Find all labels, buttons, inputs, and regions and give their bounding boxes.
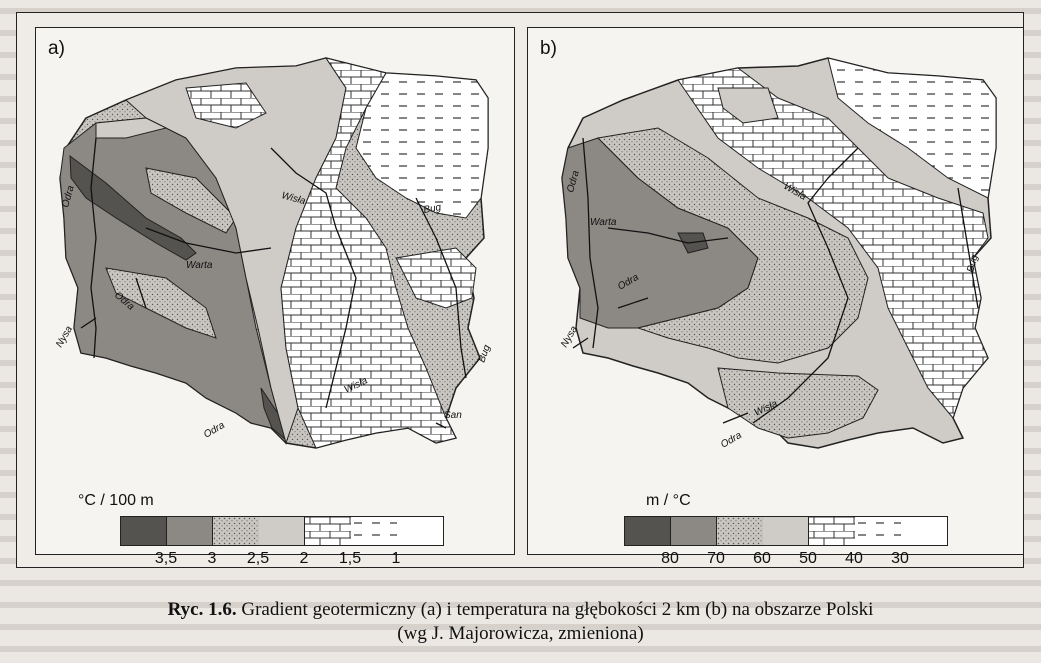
map-a-river-label: Bug bbox=[476, 343, 493, 364]
map-a-river-label: Bug bbox=[423, 202, 443, 216]
panel-b-label: b) bbox=[540, 38, 557, 59]
legend-b-title: m / °C bbox=[646, 492, 691, 509]
legend-b-cell-dark bbox=[625, 517, 671, 545]
panel-a-label: a) bbox=[48, 38, 65, 59]
map-a-river-label: Warta bbox=[186, 260, 213, 271]
map-b-river-label: Bug bbox=[965, 253, 980, 273]
map-b-zone-30 bbox=[827, 57, 997, 199]
legend-b-tick: 60 bbox=[753, 550, 771, 567]
caption-number: Ryc. 1.6. bbox=[167, 599, 237, 620]
map-a-zone-1 bbox=[355, 72, 489, 219]
map-b-zone-60 bbox=[596, 127, 869, 364]
legend-a: °C / 100 m 3,5 3 2,5 2 1,5 1 bbox=[76, 488, 496, 567]
legend-b-cell-dashes bbox=[855, 517, 901, 545]
legend-b-cell-white bbox=[901, 517, 947, 545]
legend-b-tick: 40 bbox=[845, 550, 863, 567]
legend-b-cell-stippled bbox=[717, 517, 763, 545]
legend-b-tick: 30 bbox=[891, 550, 909, 567]
panel-b: Odra Warta Wisła Bug Odra Nysa Wisła Odr… bbox=[527, 27, 1024, 567]
legend-a-tick: 1 bbox=[391, 550, 401, 567]
map-a-zone-3-5 bbox=[69, 154, 197, 261]
map-a: Odra Warta Wisła Bug Nysa Odra Odra Wisł… bbox=[54, 57, 493, 449]
map-b: Odra Warta Wisła Bug Odra Nysa Wisła Odr… bbox=[559, 57, 997, 451]
legend-a-tick: 2 bbox=[299, 550, 309, 567]
map-b-zone-40 bbox=[677, 67, 989, 420]
legend-a-cell-stippled bbox=[213, 517, 259, 545]
legend-a-bar bbox=[120, 516, 444, 546]
legend-a-tick: 1,5 bbox=[338, 550, 362, 567]
caption-line-2: (wg J. Majorowicza, zmieniona) bbox=[397, 623, 644, 644]
legend-a-tick: 3 bbox=[207, 550, 217, 567]
legend-b-cell-brick bbox=[809, 517, 855, 545]
figure-frame: Odra Warta Wisła Bug Nysa Odra Odra Wisł… bbox=[16, 12, 1024, 568]
legend-a-cell-brick bbox=[305, 517, 351, 545]
legend-b-cell-light bbox=[763, 517, 809, 545]
legend-a-tick: 3,5 bbox=[154, 550, 178, 567]
legend-a-cell-dashes bbox=[351, 517, 397, 545]
map-a-river-label: Odra bbox=[202, 420, 227, 441]
legend-a-cell-white bbox=[397, 517, 443, 545]
legend-a-title: °C / 100 m bbox=[78, 492, 154, 509]
legend-b-tick: 80 bbox=[661, 550, 679, 567]
legend-a-tick: 2,5 bbox=[246, 550, 270, 567]
map-a-river-label: Nysa bbox=[54, 324, 75, 350]
legend-b-bar bbox=[624, 516, 948, 546]
figure-caption: Ryc. 1.6. Gradient geotermiczny (a) i te… bbox=[0, 598, 1041, 646]
map-a-rivers bbox=[80, 137, 467, 429]
map-b-river-label: Warta bbox=[590, 217, 617, 228]
map-b-rivers bbox=[572, 137, 979, 424]
legend-a-cell-dark bbox=[121, 517, 167, 545]
legend-b-cell-medium bbox=[671, 517, 717, 545]
legend-b: m / °C 80 70 60 50 40 30 bbox=[578, 488, 998, 567]
legend-a-cell-light bbox=[259, 517, 305, 545]
legend-b-tick: 70 bbox=[707, 550, 725, 567]
legend-b-tick: 50 bbox=[799, 550, 817, 567]
map-a-river-label: San bbox=[444, 410, 462, 421]
caption-text: Gradient geotermiczny (a) i temperatura … bbox=[241, 599, 874, 620]
legend-a-cell-medium bbox=[167, 517, 213, 545]
caption-line-1: Ryc. 1.6. Gradient geotermiczny (a) i te… bbox=[0, 598, 1041, 622]
map-a-zone-1-5 bbox=[280, 57, 457, 449]
panel-a: Odra Warta Wisła Bug Nysa Odra Odra Wisł… bbox=[35, 27, 515, 567]
map-b-river-label: Odra bbox=[719, 430, 744, 451]
